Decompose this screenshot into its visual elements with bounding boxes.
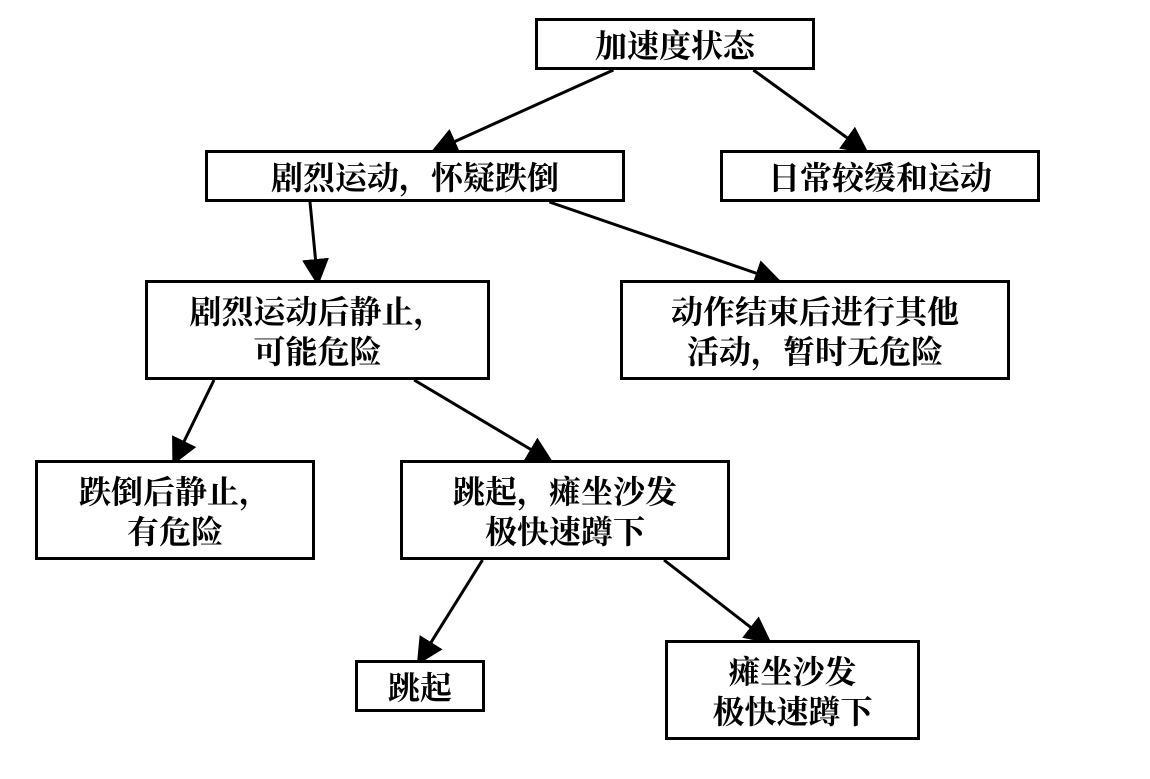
edge-n1-n3 xyxy=(753,70,864,150)
node-n3: 日常较缓和运动 xyxy=(720,150,1040,202)
edge-n1-n2 xyxy=(436,70,613,150)
edge-n4-n6 xyxy=(175,380,214,460)
node-n2: 剧烈运动，怀疑跌倒 xyxy=(205,150,625,202)
edge-n7-n8 xyxy=(420,560,483,660)
node-n5: 动作结束后进行其他活动，暂时无危险 xyxy=(620,280,1010,380)
flowchart-canvas: 加速度状态剧烈运动，怀疑跌倒 日常较缓和运动剧烈运动后静止，可能危险 动作结束后进行… xyxy=(0,0,1150,779)
edge-n4-n7 xyxy=(414,380,548,460)
edge-n2-n5 xyxy=(549,202,776,280)
node-n6: 跌倒后静止，有危险 xyxy=(35,460,315,560)
edges-layer xyxy=(0,0,1150,779)
node-n1: 加速度状态 xyxy=(535,18,815,70)
edge-n7-n9 xyxy=(664,560,767,640)
node-n7: 跳起，瘫坐沙发极快速蹲下 xyxy=(400,460,730,560)
node-n8: 跳起 xyxy=(355,660,485,712)
node-n4: 剧烈运动后静止，可能危险 xyxy=(145,280,490,380)
node-n9: 瘫坐沙发极快速蹲下 xyxy=(665,640,920,740)
edge-n2-n4 xyxy=(310,202,318,280)
